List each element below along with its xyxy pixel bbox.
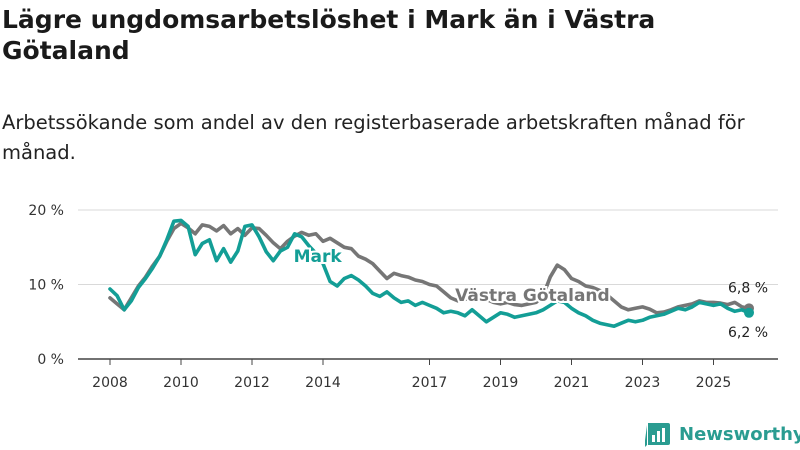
chart-subtitle: Arbetssökande som andel av den registerb… — [2, 111, 745, 164]
end-point-mark — [744, 307, 754, 318]
x-tick-label: 2012 — [234, 375, 270, 391]
end-label-vastra-gotaland: 6,8 % — [728, 280, 768, 296]
end-label-mark: 6,2 % — [728, 325, 768, 341]
series-line-mark — [108, 218, 751, 328]
annotation-mark: Mark — [294, 247, 343, 267]
x-tick-label: 2008 — [92, 375, 128, 391]
x-tick-label: 2021 — [554, 375, 590, 391]
newsworthy-logo-icon — [645, 423, 670, 447]
annotation-vastra-gotaland: Västra Götaland — [455, 286, 610, 306]
y-tick-label: 20 % — [28, 203, 64, 219]
x-tick-label: 2023 — [625, 375, 661, 391]
x-tick-label: 2019 — [483, 375, 519, 391]
x-tick-label: 2025 — [696, 375, 732, 391]
x-tick-label: 2010 — [163, 375, 199, 391]
line-chart: 0 % 10 % 20 % 2008 2010 2012 2014 2017 2019 2021 2… — [28, 203, 778, 391]
series-line-vastra-gotaland — [108, 221, 751, 315]
y-tick-label: 0 % — [37, 352, 64, 368]
x-tick-label: 2017 — [412, 375, 448, 391]
x-tick-label: 2014 — [305, 375, 341, 391]
y-tick-label: 10 % — [28, 278, 64, 294]
brand-logo: Newsworthy — [645, 420, 800, 448]
brand-name: Newsworthy — [679, 423, 800, 445]
chart-title: Lägre ungdomsarbetslöshet i Mark än i Vä… — [2, 5, 656, 65]
